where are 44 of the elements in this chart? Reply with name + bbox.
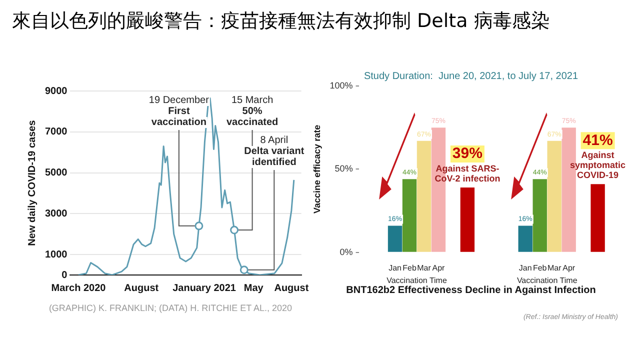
text: Vaccination Time <box>516 276 578 286</box>
x-tick-label: Apr <box>562 263 576 272</box>
x-tick-label: Jan <box>388 263 402 272</box>
bar <box>518 226 532 252</box>
x-tick-label: March 2020 <box>51 282 106 294</box>
data-label: 41% <box>582 132 613 149</box>
point <box>240 266 248 274</box>
x-tick-label: Mar <box>417 263 432 272</box>
annotation: Against SARS- CoV-2 infection <box>434 163 500 184</box>
x-tick-label: January 2021 <box>172 282 236 294</box>
y-tick-label: 0% <box>340 246 353 257</box>
x-tick-label: August <box>274 282 310 294</box>
annotation: 8 April Delta variant identified <box>244 134 305 168</box>
y-tick-label: 1000 <box>44 249 68 260</box>
y-axis-title: Vaccine efficacy rate <box>312 124 322 214</box>
point <box>194 222 204 230</box>
y-tick-label: 9000 <box>44 86 68 97</box>
text: BNT162b2 Effectiveness Decline in Against Infection <box>346 284 596 296</box>
bar <box>460 188 475 252</box>
bar <box>388 226 402 252</box>
chart-subtitle: Study Duration: June 20, 2021, to July 17, 2021 <box>364 70 578 82</box>
y-tick-label: 100% <box>330 80 353 90</box>
y-tick-label: 0 <box>62 270 68 281</box>
y-tick-label: 5000 <box>44 168 68 179</box>
x-tick-label: Apr <box>432 263 446 272</box>
point <box>230 226 239 234</box>
bar <box>590 184 605 252</box>
x-tick-label: May <box>244 282 264 294</box>
x-tick-label: Mar <box>547 263 562 272</box>
x-tick-label: Jan <box>518 263 532 272</box>
x-tick-label: Feb <box>532 263 548 272</box>
y-tick-label: 7000 <box>44 126 68 138</box>
y-axis-title: New daily COVID-19 cases <box>26 120 38 246</box>
x-tick-label: August <box>124 282 160 294</box>
annotation: 15 March 50% vaccinated <box>226 94 278 128</box>
data-label: 39% <box>452 145 482 162</box>
annotation: Against symptomatic COVID-19 <box>570 150 626 180</box>
y-tick-label: 50% <box>334 164 353 174</box>
x-axis-title: Vaccination Time <box>386 276 448 286</box>
text: 來自以色列的嚴峻警告：疫苗接種無法有效抑制 Delta 病毒感染 <box>12 9 551 34</box>
annotation: 19 December First vaccination <box>148 94 210 128</box>
x-tick-label: Feb <box>402 263 417 272</box>
y-tick-label: 3000 <box>44 208 68 220</box>
text: (GRAPHIC) K. FRANKLIN; (DATA) H. RITCHIE ET AL., 2020 <box>48 303 292 313</box>
